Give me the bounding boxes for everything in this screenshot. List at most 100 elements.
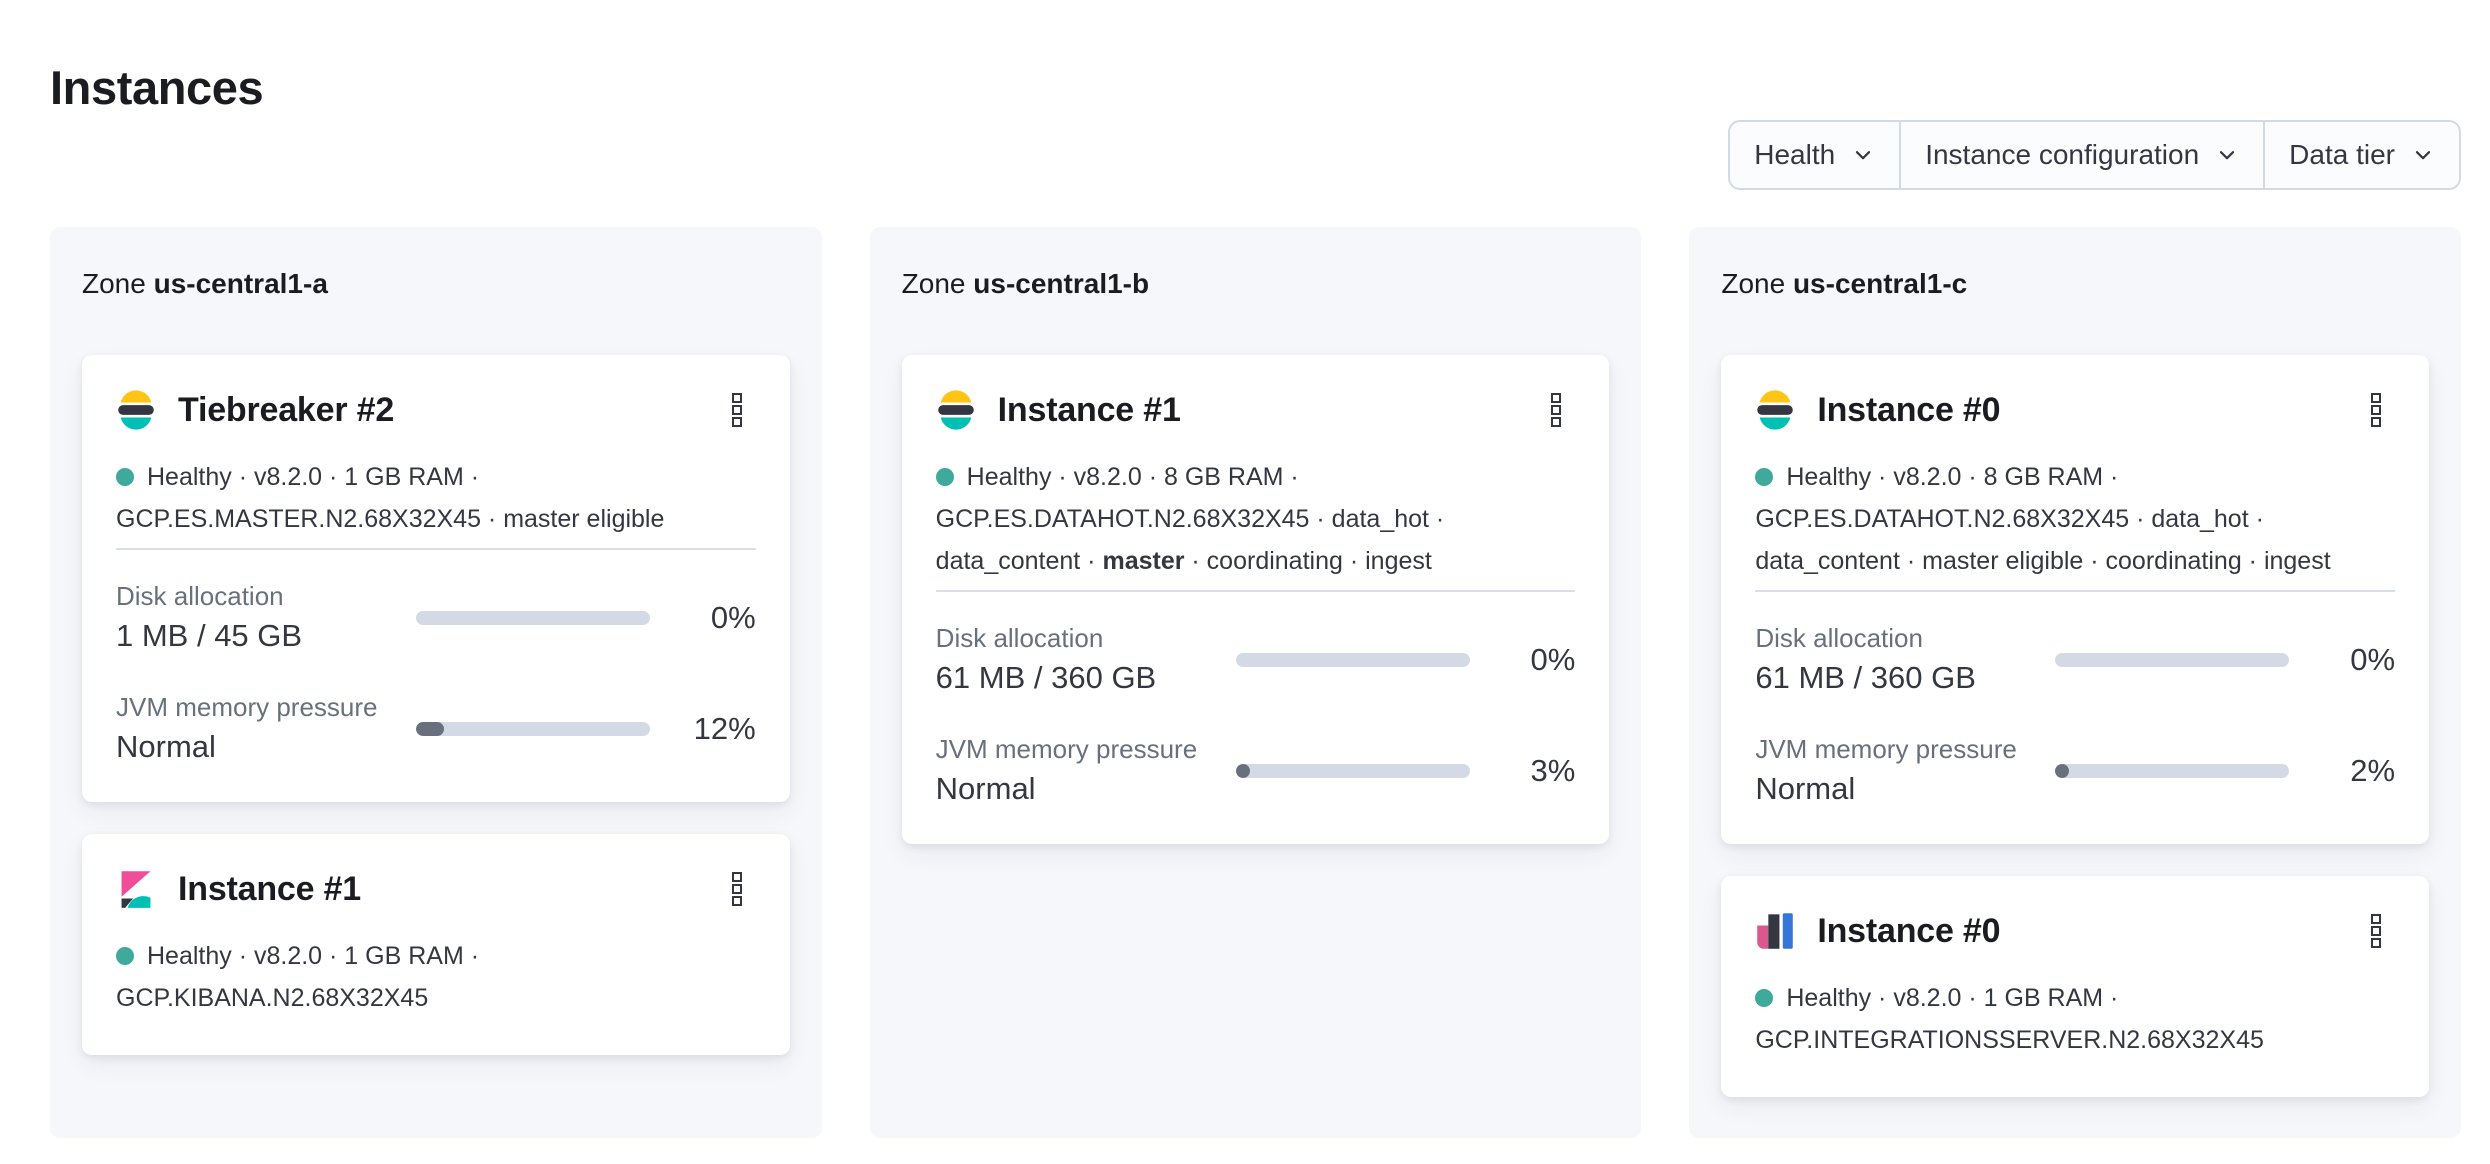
filter-button-health[interactable]: Health xyxy=(1730,122,1902,188)
stat-row-disk-allocation: Disk allocation 1 MB / 45 GB 0% xyxy=(116,580,756,655)
chevron-down-icon xyxy=(1851,143,1875,167)
instance-meta: Healthy · v8.2.0 · 1 GB RAM · GCP.ES.MAST… xyxy=(116,456,756,540)
stat-percent: 0% xyxy=(2350,641,2396,677)
zone-cards: Instance #0 Healthy · v8.2.0 · 8 GB RAM … xyxy=(1721,355,2430,1097)
jvm-memory-pressure-bar xyxy=(416,721,650,736)
card-divider xyxy=(1755,590,2396,592)
meta-segment: GCP.INTEGRATIONSSERVER.N2.68X32X45 xyxy=(1755,1026,2264,1054)
filter-group: Health Instance configuration Data tier xyxy=(1728,120,2461,190)
instance-meta-line: GCP.KIBANA.N2.68X32X45 xyxy=(116,977,756,1019)
zone-header: Zone us-central1-b xyxy=(902,267,1610,301)
stat-percent: 12% xyxy=(693,710,756,746)
instance-stats: Disk allocation 1 MB / 45 GB 0% JVM memo… xyxy=(116,580,756,766)
health-dot xyxy=(116,468,134,486)
stat-row-disk-allocation: Disk allocation 61 MB / 360 GB 0% xyxy=(936,622,1576,697)
elasticsearch-logo-icon xyxy=(116,390,156,430)
zone-name: us-central1-b xyxy=(973,268,1150,299)
instance-meta: Healthy · v8.2.0 · 1 GB RAM · GCP.KIBANA.… xyxy=(116,935,756,1019)
instance-menu-button[interactable] xyxy=(724,391,750,429)
instance-title: Instance #0 xyxy=(1817,912,2001,950)
meta-segment: Healthy · v8.2.0 · 8 GB RAM · xyxy=(1786,463,2119,491)
stat-progress-fill xyxy=(1235,763,1250,778)
jvm-memory-pressure-bar xyxy=(2055,763,2290,778)
instance-menu-button[interactable] xyxy=(2363,391,2389,429)
instance-menu-button[interactable] xyxy=(1543,391,1569,429)
disk-allocation-bar xyxy=(1235,652,1470,667)
instance-menu-button[interactable] xyxy=(724,870,750,908)
filter-label: Health xyxy=(1754,139,1836,170)
stat-value: Normal xyxy=(1755,771,1856,806)
instance-meta-line: data_content · master · coordinating · i… xyxy=(936,540,1576,582)
stat-value: 1 MB / 45 GB xyxy=(116,618,303,653)
card-header: Instance #0 xyxy=(1755,909,2395,953)
stat-value: 61 MB / 360 GB xyxy=(1755,660,1976,695)
stat-value: 61 MB / 360 GB xyxy=(935,660,1157,695)
integrations-server-logo-icon xyxy=(1755,911,1795,951)
stat-label: JVM memory pressure xyxy=(116,692,378,722)
zone-panel-us-central1-b: Zone us-central1-b Instance #1 Healthy ·… xyxy=(869,227,1642,1138)
zone-cards: Tiebreaker #2 Healthy · v8.2.0 · 1 GB RA… xyxy=(82,355,790,1055)
filter-label: Instance configuration xyxy=(1925,139,2200,170)
instance-meta-line: GCP.ES.DATAHOT.N2.68X32X45 · data_hot · xyxy=(1755,498,2395,540)
stat-value: Normal xyxy=(935,771,1036,806)
zone-label: Zone xyxy=(82,268,146,299)
meta-segment: GCP.ES.DATAHOT.N2.68X32X45 · data_hot · xyxy=(1755,505,2264,533)
stat-label: Disk allocation xyxy=(1755,623,1923,653)
card-divider xyxy=(116,548,756,550)
zone-name: us-central1-a xyxy=(153,268,328,299)
meta-segment: GCP.KIBANA.N2.68X32X45 xyxy=(116,984,429,1012)
instance-title: Instance #0 xyxy=(1817,391,2001,429)
instance-card-instance-1[interactable]: Instance #1 Healthy · v8.2.0 · 1 GB RAM … xyxy=(82,834,790,1055)
instance-meta: Healthy · v8.2.0 · 8 GB RAM · GCP.ES.DATA… xyxy=(1755,456,2395,582)
instance-meta-line: GCP.ES.DATAHOT.N2.68X32X45 · data_hot · xyxy=(936,498,1576,540)
stat-percent: 3% xyxy=(1530,752,1576,788)
meta-segment: data_content · master eligible · coordin… xyxy=(1755,547,2331,575)
instance-menu-button[interactable] xyxy=(2363,912,2389,950)
zone-label: Zone xyxy=(901,268,966,299)
instance-meta-line: data_content · master eligible · coordin… xyxy=(1755,540,2395,582)
stat-label: JVM memory pressure xyxy=(935,734,1198,764)
stat-percent: 0% xyxy=(1530,641,1576,677)
stat-progress-fill xyxy=(416,721,445,736)
stat-percent: 0% xyxy=(710,599,756,635)
card-header: Tiebreaker #2 xyxy=(116,388,756,432)
meta-segment: data_content · xyxy=(935,547,1103,575)
jvm-memory-pressure-bar xyxy=(1235,763,1470,778)
health-dot xyxy=(935,468,954,486)
chevron-down-icon xyxy=(2411,143,2435,167)
instance-stats: Disk allocation 61 MB / 360 GB 0% JVM me… xyxy=(1755,622,2395,808)
zones-row: Zone us-central1-a Tiebreaker #2 Healthy… xyxy=(50,227,2462,1138)
meta-segment: Healthy · v8.2.0 · 8 GB RAM · xyxy=(966,463,1299,491)
zone-header: Zone us-central1-c xyxy=(1721,267,2429,301)
stat-row-jvm-memory-pressure: JVM memory pressure Normal 2% xyxy=(1755,733,2395,808)
instance-stats: Disk allocation 61 MB / 360 GB 0% JVM me… xyxy=(936,622,1576,808)
health-dot xyxy=(116,947,134,965)
elasticsearch-logo-icon xyxy=(936,390,976,430)
instance-card-instance-0[interactable]: Instance #0 Healthy · v8.2.0 · 1 GB RAM … xyxy=(1721,876,2430,1097)
health-dot xyxy=(1755,989,1774,1007)
zone-name: us-central1-c xyxy=(1792,268,1968,299)
instance-card-tiebreaker-2[interactable]: Tiebreaker #2 Healthy · v8.2.0 · 1 GB RA… xyxy=(82,355,790,802)
stat-row-jvm-memory-pressure: JVM memory pressure Normal 12% xyxy=(116,691,756,766)
instance-card-instance-0[interactable]: Instance #0 Healthy · v8.2.0 · 8 GB RAM … xyxy=(1721,355,2430,844)
stat-progress-fill xyxy=(2055,763,2070,778)
stat-percent: 2% xyxy=(2350,752,2396,788)
filter-button-instance-configuration[interactable]: Instance configuration xyxy=(1901,122,2266,188)
instances-page: Instances Health Instance configuration Da… xyxy=(0,62,2490,1138)
stat-label: Disk allocation xyxy=(935,623,1104,653)
meta-segment: Healthy · v8.2.0 · 1 GB RAM · xyxy=(147,463,480,491)
instance-meta-line: Healthy · v8.2.0 · 8 GB RAM · xyxy=(1755,456,2395,498)
instance-meta-line: Healthy · v8.2.0 · 1 GB RAM · xyxy=(116,935,756,977)
elasticsearch-logo-icon xyxy=(1755,390,1795,430)
stat-row-jvm-memory-pressure: JVM memory pressure Normal 3% xyxy=(936,733,1576,808)
instance-card-instance-1[interactable]: Instance #1 Healthy · v8.2.0 · 8 GB RAM … xyxy=(901,355,1610,844)
stat-value: Normal xyxy=(116,729,216,764)
instance-meta-line: Healthy · v8.2.0 · 8 GB RAM · xyxy=(935,456,1576,498)
stat-label: JVM memory pressure xyxy=(1755,734,2017,764)
instance-meta-line: GCP.ES.MASTER.N2.68X32X45 · master eligi… xyxy=(116,498,756,540)
card-divider xyxy=(935,590,1576,592)
filter-button-data-tier[interactable]: Data tier xyxy=(2265,122,2459,188)
filter-label: Data tier xyxy=(2289,139,2395,170)
instance-meta: Healthy · v8.2.0 · 1 GB RAM · GCP.INTEGRA… xyxy=(1755,977,2395,1061)
instance-meta-line: GCP.INTEGRATIONSSERVER.N2.68X32X45 xyxy=(1755,1019,2395,1061)
